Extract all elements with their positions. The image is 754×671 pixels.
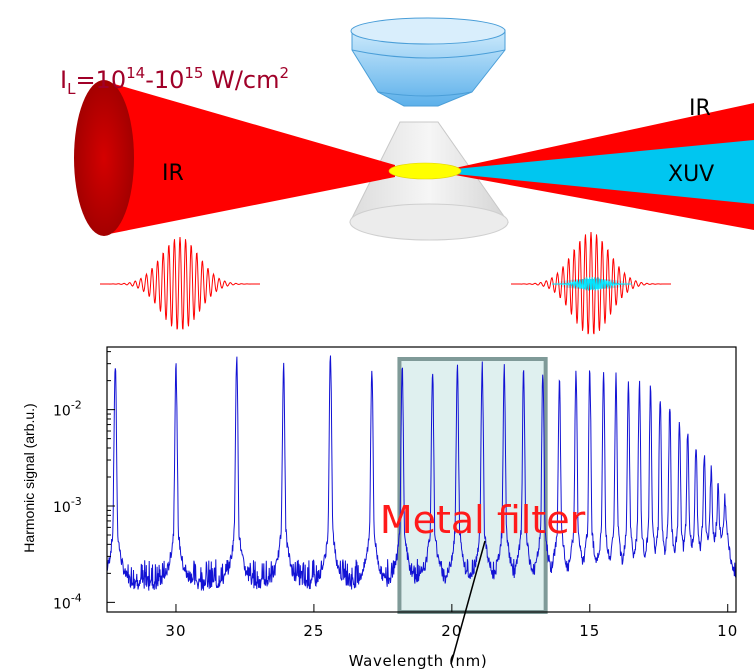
y-axis-ticks: 10-2 10-3 10-4 — [53, 351, 115, 612]
x-tick-label: 30 — [165, 622, 186, 640]
focusing-optic-icon — [350, 17, 506, 107]
ir-beam-left — [104, 81, 395, 235]
ir-right-label: IR — [689, 96, 711, 121]
ir-left-label: IR — [162, 161, 184, 186]
x-tick-label: 10 — [717, 622, 738, 640]
x-tick-label: 20 — [441, 622, 462, 640]
focus-spot — [388, 162, 462, 180]
metal-filter-pointer — [450, 540, 486, 665]
plot-frame — [106, 346, 737, 613]
ir-pulse-right — [511, 231, 671, 335]
y-tick-label: 10-3 — [53, 495, 82, 516]
xuv-label: XUV — [668, 162, 714, 187]
harmonic-spectrum-line — [107, 355, 736, 591]
y-tick-label: 10-2 — [53, 399, 82, 420]
x-axis-label: Wavelength (nm) — [349, 652, 488, 670]
x-axis-ticks: 30 25 20 15 10 — [165, 604, 738, 640]
x-tick-label: 15 — [579, 622, 600, 640]
y-tick-label: 10-4 — [53, 591, 82, 612]
x-tick-label: 25 — [303, 622, 324, 640]
spectrum-chart: 30 25 20 15 10 10-210-310-4 Wavelength (nm) … — [21, 346, 738, 670]
y-axis-label: Harmonic signal (arb.u.) — [21, 403, 37, 552]
xuv-beam — [455, 140, 754, 204]
ir-beam-mouth — [74, 80, 134, 236]
metal-filter-label: Metal filter — [380, 498, 586, 542]
intensity-label: IL=1014-1015 W/cm2 — [60, 64, 289, 98]
xuv-pulse-oscillation — [552, 276, 632, 291]
ir-pulse-left — [100, 236, 260, 330]
